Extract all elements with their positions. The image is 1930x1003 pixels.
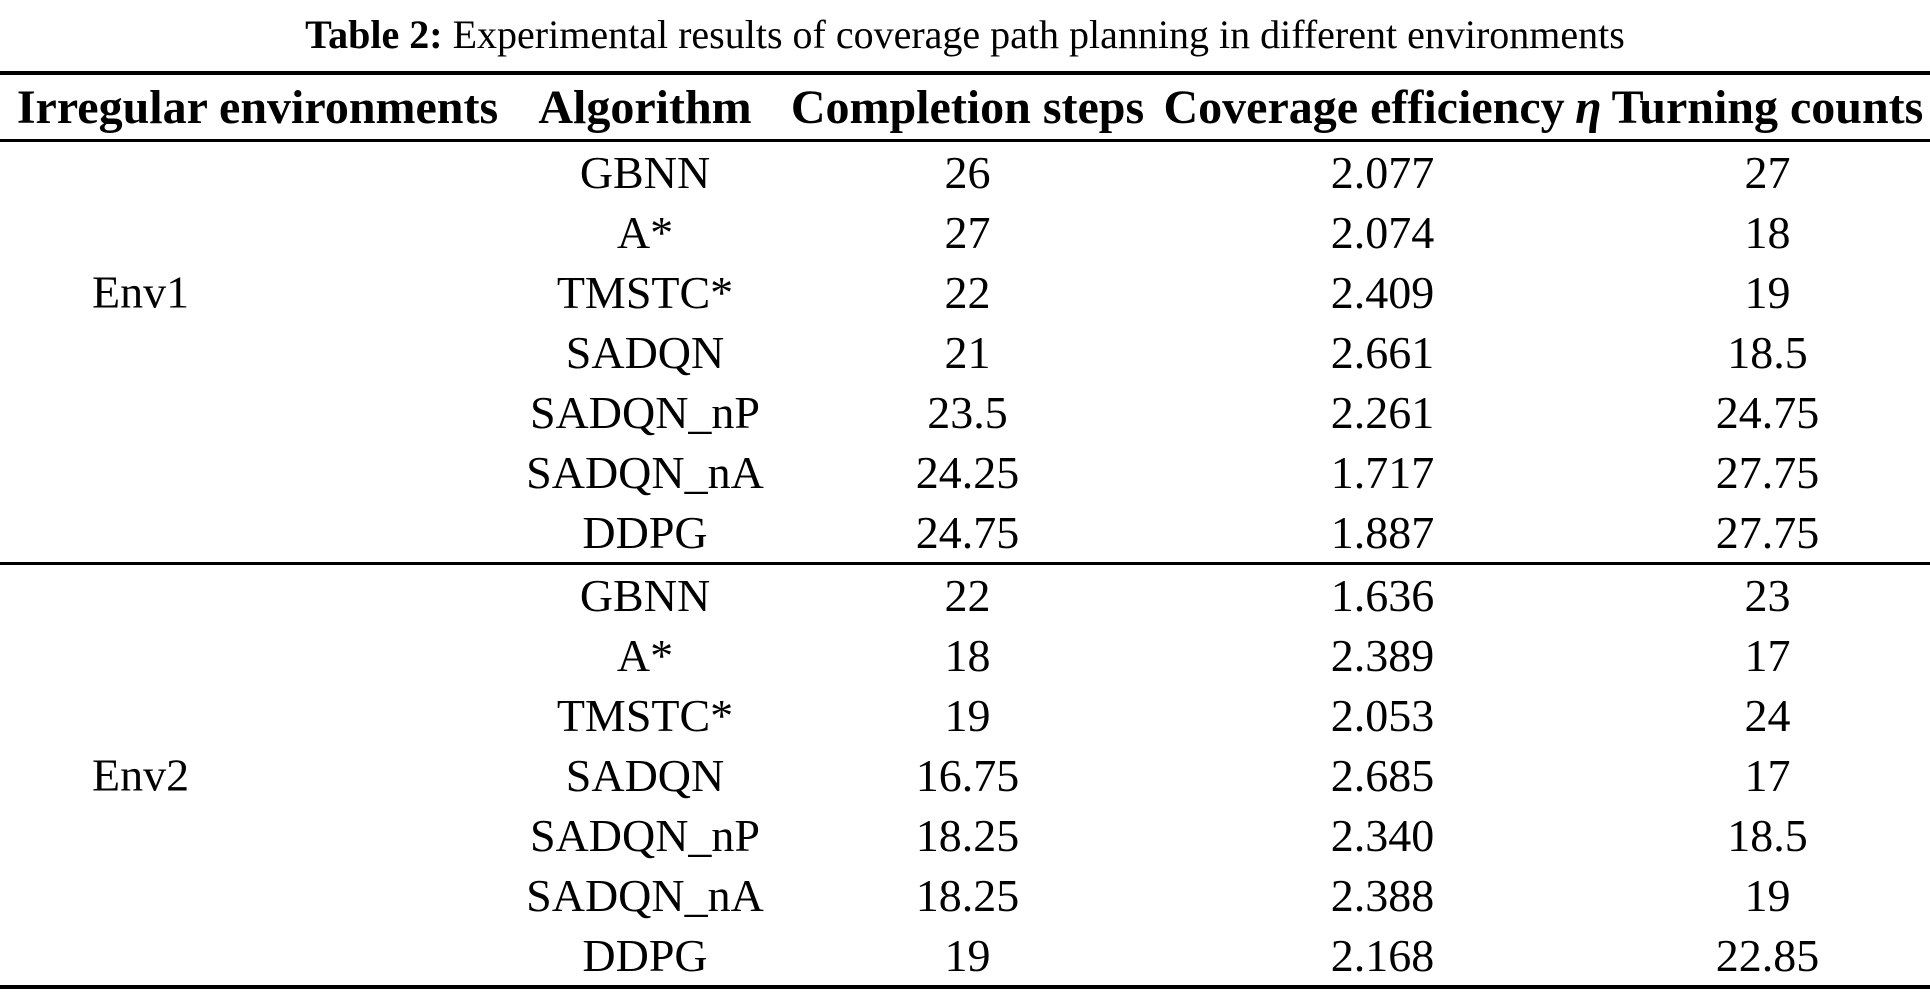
turning-counts-cell: 27.75 [1715, 506, 1820, 558]
env2-group: Env2 GBNN 22 1.636 23 A* 18 2.389 17 TMS… [0, 562, 1930, 987]
completion-steps-cell: 24.25 [915, 446, 1020, 498]
table-row: TMSTC* 22 2.409 19 [0, 262, 1930, 322]
turning-counts-cell: 27.75 [1715, 446, 1820, 498]
completion-steps-cell: 19 [944, 689, 991, 741]
completion-steps-cell: 24.75 [915, 506, 1020, 558]
algorithm-cell: GBNN [515, 562, 775, 625]
coverage-efficiency-cell: 2.077 [1330, 146, 1435, 198]
coverage-efficiency-cell: 2.074 [1330, 206, 1435, 258]
algorithm-cell: DDPG [582, 929, 708, 981]
table-row: SADQN_nP 18.25 2.340 18.5 [0, 805, 1930, 865]
coverage-efficiency-cell: 2.661 [1330, 326, 1435, 378]
table-caption-text: Experimental results of coverage path pl… [442, 12, 1625, 57]
turning-counts-cell: 17 [1744, 629, 1791, 681]
coverage-efficiency-cell: 2.409 [1330, 266, 1435, 318]
algorithm-cell: SADQN_nP [529, 386, 761, 438]
completion-steps-cell: 18.25 [915, 809, 1020, 861]
results-table: Irregular environments Algorithm Complet… [0, 71, 1930, 989]
coverage-efficiency-cell: 2.340 [1330, 809, 1435, 861]
algorithm-cell: SADQN_nA [526, 446, 764, 498]
coverage-efficiency-cell: 2.053 [1330, 689, 1435, 741]
turning-counts-cell: 17 [1744, 749, 1791, 801]
completion-steps-cell: 26 [944, 146, 991, 198]
algorithm-cell: DDPG [582, 506, 708, 558]
algorithm-cell: SADQN [565, 326, 725, 378]
coverage-efficiency-cell: 2.389 [1330, 629, 1435, 681]
table-row: Env2 GBNN 22 1.636 23 [0, 562, 1930, 987]
coverage-efficiency-cell: 2.168 [1330, 929, 1435, 981]
algorithm-cell: A* [616, 206, 674, 258]
algorithm-cell: GBNN [579, 146, 711, 198]
env1-group: Env1 GBNN 26 2.077 27 A* 27 2.074 18 TMS… [0, 141, 1930, 564]
environment-cell: Env2 [0, 562, 515, 987]
coverage-efficiency-cell: 2.685 [1330, 749, 1435, 801]
environment-label: Env2 [92, 749, 190, 801]
completion-steps-cell: 18 [944, 629, 991, 681]
completion-steps-cell: 22 [944, 266, 991, 318]
table-row: Env1 GBNN 26 2.077 27 [0, 141, 1930, 318]
completion-steps-cell: 16.75 [915, 749, 1020, 801]
table-row: SADQN_nA 18.25 2.388 19 [0, 865, 1930, 925]
turning-counts-cell: 18.5 [1727, 326, 1808, 378]
table-header: Irregular environments Algorithm Complet… [0, 73, 1930, 142]
completion-steps-cell: 23.5 [927, 386, 1008, 438]
turning-counts-cell: 19 [1744, 266, 1791, 318]
table-row: A* 27 2.074 18 [0, 202, 1930, 262]
algorithm-cell: A* [616, 629, 674, 681]
table-row: SADQN 21 2.661 18.5 [0, 322, 1930, 382]
coverage-efficiency-cell: 1.636 [1160, 562, 1605, 625]
algorithm-cell: TMSTC* [556, 689, 734, 741]
turning-counts-cell: 19 [1744, 869, 1791, 921]
header-algorithm: Algorithm [515, 73, 775, 142]
turning-counts-cell: 24 [1744, 689, 1791, 741]
table-row: SADQN_nP 23.5 2.261 24.75 [0, 382, 1930, 442]
environment-cell: Env1 [0, 141, 515, 564]
table-row: A* 18 2.389 17 [0, 625, 1930, 685]
coverage-efficiency-cell: 1.717 [1330, 446, 1435, 498]
table-row: SADQN 16.75 2.685 17 [0, 745, 1930, 805]
turning-counts-cell: 24.75 [1715, 386, 1820, 438]
turning-counts-cell: 18 [1744, 206, 1791, 258]
turning-counts-cell: 27 [1744, 146, 1791, 198]
turning-counts-cell: 23 [1605, 562, 1930, 625]
completion-steps-cell: 21 [944, 326, 991, 378]
algorithm-cell: SADQN [565, 749, 725, 801]
table-row: TMSTC* 19 2.053 24 [0, 685, 1930, 745]
eta-symbol: η [1575, 80, 1602, 134]
header-row: Irregular environments Algorithm Complet… [0, 73, 1930, 142]
table-row: DDPG 24.75 1.887 27.75 [0, 502, 1930, 564]
header-irregular-environments: Irregular environments [0, 73, 515, 142]
table-caption-label: Table 2: [305, 12, 443, 57]
header-coverage-efficiency-text: Coverage efficiency [1163, 80, 1565, 134]
completion-steps-cell: 22 [775, 562, 1160, 625]
environment-label: Env1 [92, 266, 190, 318]
completion-steps-cell: 18.25 [915, 869, 1020, 921]
header-coverage-efficiency: Coverage efficiency η [1160, 73, 1605, 142]
algorithm-cell: TMSTC* [556, 266, 734, 318]
algorithm-cell: SADQN_nA [526, 869, 764, 921]
turning-counts-cell: 22.85 [1715, 929, 1820, 981]
coverage-efficiency-cell: 1.887 [1330, 506, 1435, 558]
coverage-efficiency-cell: 2.388 [1330, 869, 1435, 921]
turning-counts-cell: 18.5 [1727, 809, 1808, 861]
completion-steps-cell: 27 [944, 206, 991, 258]
table-row: SADQN_nA 24.25 1.717 27.75 [0, 442, 1930, 502]
coverage-efficiency-cell: 2.261 [1330, 386, 1435, 438]
table-row: DDPG 19 2.168 22.85 [0, 925, 1930, 987]
completion-steps-cell: 19 [944, 929, 991, 981]
header-turning-counts: Turning counts [1605, 73, 1930, 142]
algorithm-cell: SADQN_nP [529, 809, 761, 861]
table-caption: Table 2: Experimental results of coverag… [0, 0, 1930, 71]
header-completion-steps: Completion steps [775, 73, 1160, 142]
